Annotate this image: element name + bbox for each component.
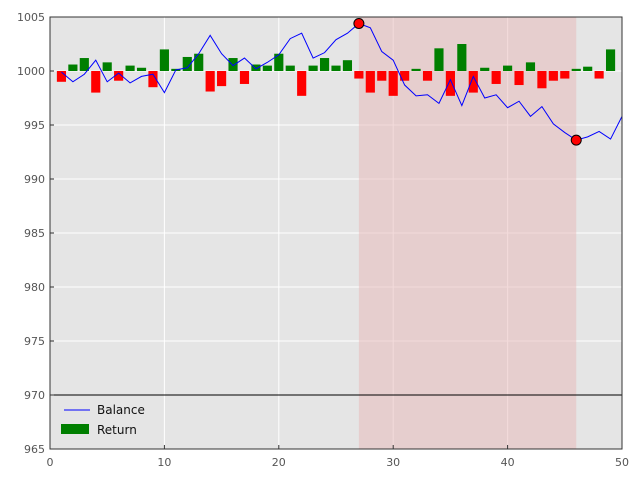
- x-tick-label: 40: [501, 456, 515, 469]
- return-bar: [194, 53, 204, 71]
- x-tick-label: 20: [272, 456, 286, 469]
- return-bar: [308, 65, 318, 71]
- return-bar: [319, 58, 330, 71]
- y-tick-label: 985: [24, 227, 45, 240]
- return-bar: [205, 71, 215, 92]
- return-bar: [525, 62, 536, 71]
- return-bar: [228, 58, 238, 71]
- return-bar: [285, 65, 295, 71]
- return-bar: [136, 67, 147, 71]
- return-bar: [583, 66, 593, 71]
- y-tick-label: 980: [24, 281, 45, 294]
- return-bar: [251, 64, 261, 71]
- return-bar: [56, 71, 67, 82]
- return-bar: [434, 48, 444, 71]
- return-bar: [548, 71, 558, 81]
- return-bar: [79, 58, 89, 71]
- x-tick-label: 50: [615, 456, 629, 469]
- return-bars: [56, 44, 616, 96]
- x-tick-label: 0: [47, 456, 54, 469]
- return-bar: [514, 71, 524, 86]
- extreme-marker: [353, 17, 365, 29]
- return-bar: [365, 71, 375, 93]
- y-tick-label: 975: [24, 335, 45, 348]
- return-bar: [411, 68, 421, 71]
- return-bar: [91, 71, 101, 93]
- legend-label-return: Return: [97, 423, 137, 437]
- return-bar: [503, 65, 513, 71]
- return-bar: [114, 71, 124, 81]
- extreme-markers: [353, 17, 582, 146]
- legend-label-balance: Balance: [97, 403, 145, 417]
- return-bar: [102, 62, 112, 71]
- return-bar: [342, 60, 353, 71]
- x-tick-label: 10: [157, 456, 171, 469]
- return-bar: [400, 71, 410, 81]
- balance-series-line: [61, 22, 623, 141]
- return-bar: [571, 68, 581, 71]
- return-bar: [537, 71, 547, 89]
- return-bar: [445, 71, 455, 96]
- y-tick-label: 970: [24, 389, 45, 402]
- legend-patch-swatch: [61, 424, 89, 434]
- x-axis: 0 10 20 30 40 50: [47, 445, 629, 469]
- return-bar: [68, 64, 78, 71]
- return-bar: [480, 67, 490, 71]
- y-tick-label: 990: [24, 173, 45, 186]
- return-bar: [297, 71, 307, 96]
- return-bar: [605, 49, 616, 71]
- return-bar: [239, 71, 250, 84]
- return-bar: [148, 71, 158, 88]
- return-bar: [125, 65, 135, 71]
- return-bar: [560, 71, 570, 79]
- x-tick-label: 30: [386, 456, 400, 469]
- return-bar: [422, 71, 433, 81]
- y-tick-label: 965: [24, 443, 45, 456]
- return-bar: [354, 71, 364, 79]
- return-bar: [182, 56, 192, 71]
- return-bar: [377, 71, 387, 81]
- return-bar: [217, 71, 227, 87]
- return-bar: [457, 44, 467, 71]
- y-axis: 965 970 975 980 985 990 995 1000 1005: [17, 11, 54, 456]
- return-bar: [262, 65, 272, 71]
- return-bar: [331, 65, 341, 71]
- return-bar: [274, 53, 284, 71]
- legend: Balance Return: [61, 403, 145, 437]
- extreme-marker: [570, 134, 582, 146]
- return-bar: [468, 71, 478, 93]
- return-bar: [388, 71, 398, 96]
- y-tick-label: 995: [24, 119, 45, 132]
- return-bar: [594, 71, 604, 79]
- y-tick-label: 1000: [17, 65, 45, 78]
- return-bar: [491, 71, 501, 84]
- y-tick-label: 1005: [17, 11, 45, 24]
- return-bar: [159, 49, 169, 71]
